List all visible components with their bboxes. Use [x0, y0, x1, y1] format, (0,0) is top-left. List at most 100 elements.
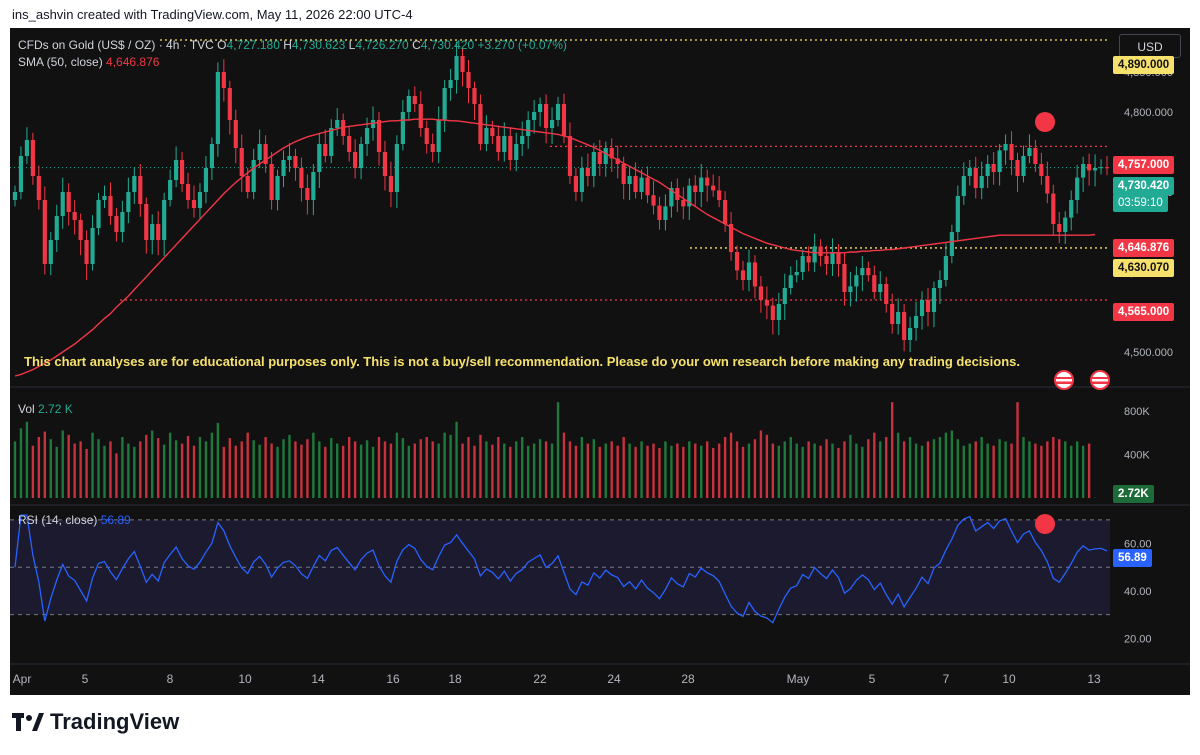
- rsi-band: [10, 519, 1110, 615]
- volume-bar: [467, 437, 470, 498]
- x-axis-label: 16: [386, 672, 400, 686]
- volume-bar: [479, 434, 482, 498]
- candle-body: [1033, 148, 1038, 164]
- candle-body: [717, 190, 722, 200]
- volume-bar: [688, 441, 691, 498]
- candle-body: [878, 284, 883, 292]
- volume-bar: [885, 437, 888, 498]
- volume-bar: [837, 447, 840, 498]
- attribution-bar: ins_ashvin created with TradingView.com,…: [0, 0, 1200, 28]
- candle-body: [514, 144, 519, 160]
- volume-bar: [914, 443, 918, 498]
- volume-bar: [896, 432, 900, 498]
- volume-bar: [890, 402, 894, 498]
- volume-bar: [723, 437, 727, 498]
- volume-bar: [706, 441, 709, 498]
- candle-body: [341, 120, 346, 136]
- volume-bar: [198, 437, 202, 498]
- volume-bar: [353, 441, 357, 498]
- candle-body: [120, 212, 125, 232]
- volume-bar: [831, 443, 834, 498]
- candle-body: [603, 148, 608, 164]
- x-axis-label: 10: [238, 672, 252, 686]
- candle-body: [532, 112, 537, 120]
- rsi-axis-label: 60.00: [1124, 539, 1152, 551]
- volume-bar: [1058, 439, 1061, 498]
- candle-body: [1027, 148, 1032, 156]
- candle-body: [275, 176, 280, 200]
- x-axis-label: May: [786, 672, 810, 686]
- symbol-name: CFDs on Gold (US$ / OZ) · 4h · TVC: [18, 38, 214, 52]
- chart-area[interactable]: 4,500.0004,550.0004,600.0004,700.0004,80…: [10, 28, 1190, 695]
- candle-body: [353, 152, 358, 168]
- volume-bar: [294, 441, 297, 498]
- volume-bar: [43, 431, 47, 498]
- volume-bar: [1046, 441, 1049, 498]
- chart-canvas[interactable]: 4,500.0004,550.0004,600.0004,700.0004,80…: [10, 28, 1190, 695]
- volume-bar: [37, 437, 41, 498]
- volume-bar: [550, 443, 554, 498]
- sma-price-tag: 4,646.876: [1113, 239, 1175, 257]
- rsi-axis-label: 40.00: [1124, 586, 1152, 598]
- candle-body: [36, 176, 41, 200]
- candle-body: [567, 136, 573, 176]
- volume-bar: [270, 443, 273, 498]
- candle-body: [156, 224, 161, 240]
- price-tag-4565: 4,565.000: [1113, 303, 1175, 321]
- volume-bar: [67, 434, 70, 498]
- candle-body: [1104, 167, 1110, 169]
- candle-body: [1081, 164, 1086, 178]
- volume-bar: [628, 443, 631, 498]
- candle-body: [1092, 168, 1098, 171]
- candle-body: [788, 275, 793, 288]
- volume-bar: [694, 443, 697, 498]
- angry-face-icon[interactable]: [1035, 514, 1055, 534]
- volume-bar: [19, 428, 23, 498]
- us-flag-event-icon[interactable]: [1090, 370, 1110, 390]
- volume-bar: [1052, 437, 1055, 498]
- volume-bar: [49, 439, 52, 498]
- candle-body: [806, 256, 811, 263]
- volume-bar: [168, 432, 172, 498]
- price-tag-4890: 4,890.000: [1113, 56, 1175, 74]
- candle-body: [908, 328, 913, 340]
- candle-body: [54, 216, 59, 240]
- candle-body: [502, 136, 507, 152]
- volume-bar: [497, 437, 500, 498]
- volume-bar: [616, 445, 619, 498]
- candle-body: [48, 240, 53, 264]
- volume-bar: [306, 439, 309, 498]
- candle-body: [406, 96, 411, 112]
- candle-body: [66, 192, 71, 212]
- volume-bar: [121, 437, 124, 498]
- candle-body: [144, 204, 149, 240]
- volume-bar: [956, 439, 960, 498]
- volume-bar: [204, 441, 208, 498]
- candle-body: [561, 104, 567, 136]
- volume-bar: [312, 432, 315, 498]
- volume-bar: [401, 438, 405, 498]
- volume-bar: [1010, 443, 1013, 498]
- volume-legend[interactable]: Vol 2.72 K: [18, 402, 73, 416]
- rsi-legend[interactable]: RSI (14, close) 56.89: [18, 513, 131, 527]
- angry-face-icon[interactable]: [1035, 112, 1055, 132]
- volume-bar: [1075, 441, 1079, 498]
- candle-body: [728, 224, 734, 252]
- sma-value: 4,646.876: [106, 55, 160, 69]
- volume-bar: [365, 440, 369, 498]
- candle-body: [424, 128, 429, 144]
- candle-body: [102, 196, 107, 200]
- volume-bar: [562, 432, 566, 498]
- currency-button[interactable]: USD: [1119, 34, 1181, 58]
- candle-body: [430, 144, 435, 152]
- candle-body: [896, 312, 901, 324]
- volume-bar: [103, 445, 106, 498]
- candle-body: [323, 144, 328, 156]
- us-flag-event-icon[interactable]: [1054, 370, 1074, 390]
- candle-body: [90, 228, 95, 264]
- volume-bar: [97, 439, 100, 498]
- volume-bar: [288, 434, 291, 498]
- sma-legend[interactable]: SMA (50, close) 4,646.876: [18, 55, 159, 69]
- volume-bar: [950, 430, 954, 498]
- volume-bar: [1004, 441, 1007, 498]
